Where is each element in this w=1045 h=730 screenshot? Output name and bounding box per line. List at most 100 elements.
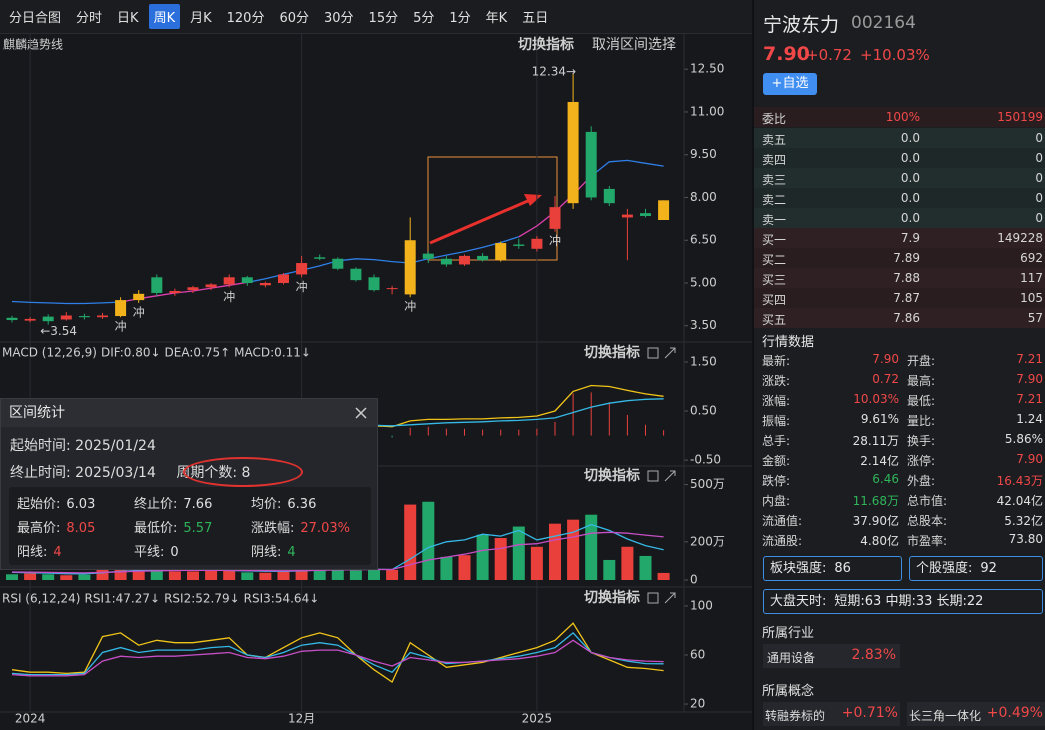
y-tick-label: 3.50	[690, 318, 717, 332]
volume-bar	[205, 570, 218, 580]
order-level: 卖四	[762, 153, 787, 167]
candle-body	[169, 290, 181, 293]
y-tick-label: 20	[690, 697, 705, 711]
signal-label: 冲	[223, 289, 235, 304]
watch-button[interactable]: +自选	[763, 73, 817, 95]
strength-box[interactable]: 板块强度: 86	[763, 556, 902, 581]
signal-label: 冲	[296, 279, 308, 294]
volume-bar	[150, 570, 163, 580]
market-box[interactable]: 大盘天时: 短期:63 中期:33 长期:22	[763, 589, 1043, 614]
volume-bar	[368, 569, 380, 580]
order-level: 买三	[762, 273, 787, 287]
quote-value: 7.21	[1016, 352, 1043, 366]
panel-legend: RSI1:47.27↓	[84, 592, 160, 606]
volume-bar	[295, 568, 308, 580]
candle-body	[495, 243, 507, 261]
quote-label: 金额:	[762, 454, 791, 468]
period-tab[interactable]: 年K	[485, 11, 508, 26]
period-tab[interactable]: 30分	[324, 11, 354, 26]
quote-value: 11.68万	[852, 494, 899, 508]
stat-value: 5.57	[183, 521, 213, 536]
price-annotation: ←3.54	[40, 324, 77, 338]
candle-body	[513, 244, 525, 246]
period-tab[interactable]: 月K	[190, 11, 212, 26]
period-tab[interactable]: 120分	[226, 11, 265, 26]
candle-body	[205, 284, 217, 288]
stat: 起始价: 6.03	[17, 493, 95, 512]
period-tab[interactable]: 1分	[449, 11, 471, 26]
icon-button	[664, 470, 676, 482]
period-tab[interactable]: 五日	[522, 11, 549, 26]
panel-legend: RSI3:54.64↓	[244, 592, 320, 606]
quote-label: 内盘:	[762, 494, 791, 508]
icon-button	[647, 592, 659, 604]
change: +0.72	[806, 46, 852, 64]
panel-legend: RSI (6,12,24)	[2, 592, 80, 606]
volume-bar	[259, 572, 272, 580]
quote-label: 市盈率:	[907, 534, 948, 548]
volume-bar	[386, 569, 399, 580]
concept-pct: +0.71%	[841, 705, 898, 721]
candle-body	[368, 277, 380, 291]
candle-body	[278, 274, 289, 283]
order-volume: 0	[1035, 191, 1043, 205]
candle-body	[621, 214, 633, 218]
concept-name: 转融券标的	[765, 709, 826, 723]
quote-value: 2.14亿	[860, 454, 899, 468]
order-row: 买五 7.86 57	[754, 308, 1045, 328]
candle-body	[187, 287, 199, 291]
period-tab[interactable]: 15分	[368, 11, 399, 26]
signal-label: 冲	[115, 319, 127, 334]
candle-body	[241, 277, 253, 283]
quote-value: 6.46	[872, 472, 899, 486]
quote-label: 跌停:	[762, 474, 791, 488]
highlight-circle	[183, 457, 303, 487]
volume-bar	[603, 559, 616, 580]
period-tab[interactable]: 周K	[148, 4, 181, 29]
period-tab[interactable]: 5分	[413, 11, 435, 26]
volume-bar	[458, 555, 471, 580]
quote-value: 10.03%	[853, 392, 899, 406]
order-level: 买四	[762, 293, 787, 307]
volume-bar	[567, 519, 580, 580]
stat: 阳线: 4	[17, 541, 62, 560]
y-tick-label: 1.50	[690, 355, 717, 369]
y-tick-label: 60	[690, 648, 705, 662]
stat-label: 均价:	[251, 497, 282, 512]
quote-value: 37.90亿	[852, 514, 899, 528]
order-level: 卖一	[762, 213, 787, 227]
quote-value: 42.04亿	[996, 494, 1043, 508]
volume-bar	[187, 571, 199, 580]
volume-bar	[585, 514, 598, 580]
signal-label: 冲	[404, 299, 416, 314]
section-title: 行情数据	[762, 335, 815, 350]
period-tab[interactable]: 分时	[76, 11, 103, 26]
volume-bar	[6, 574, 18, 580]
trend-arrow	[429, 194, 542, 245]
close-button[interactable]	[355, 407, 367, 419]
arrow-head	[524, 194, 542, 206]
volume-bar	[24, 573, 37, 580]
order-volume: 105	[1020, 291, 1043, 305]
quote-value: 1.24	[1016, 412, 1043, 426]
order-row: 买三 7.88 117	[754, 268, 1045, 288]
order-level: 卖三	[762, 173, 787, 187]
order-price: 0.0	[900, 211, 920, 225]
market-value: 短期:63 中期:33 长期:22	[834, 594, 984, 609]
concept-pct: +0.49%	[986, 705, 1043, 721]
period-tab[interactable]: 60分	[279, 11, 309, 26]
concept-name: 长三角一体化	[909, 709, 982, 723]
strength-box[interactable]: 个股强度: 92	[909, 556, 1043, 581]
volume-bar	[621, 546, 634, 580]
volume-bar	[657, 572, 670, 580]
period-tab[interactable]: 日K	[117, 11, 139, 26]
candle-body	[115, 300, 127, 317]
panel-legend: RSI2:52.79↓	[164, 592, 240, 606]
period-tab[interactable]: 分日合图	[9, 11, 62, 26]
quote-value: 9.61%	[860, 412, 899, 426]
order-price: 7.86	[893, 311, 920, 325]
order-volume: 0	[1035, 131, 1043, 145]
candle-body	[549, 207, 561, 229]
line-series	[11, 632, 664, 676]
